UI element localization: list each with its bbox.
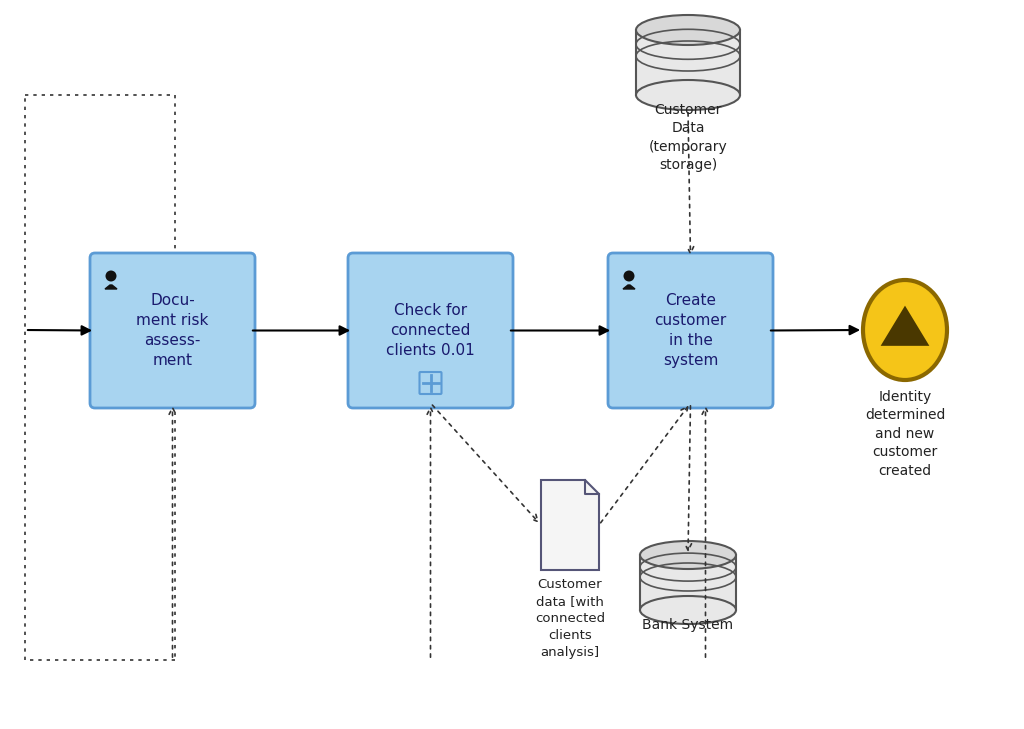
- Text: Docu-
ment risk
assess-
ment: Docu- ment risk assess- ment: [136, 293, 209, 367]
- Text: Check for
connected
clients 0.01: Check for connected clients 0.01: [386, 303, 475, 358]
- Polygon shape: [105, 285, 117, 289]
- Ellipse shape: [636, 15, 740, 45]
- Ellipse shape: [636, 80, 740, 110]
- Text: Create
customer
in the
system: Create customer in the system: [654, 293, 727, 367]
- Polygon shape: [541, 480, 599, 570]
- Polygon shape: [623, 285, 635, 289]
- FancyBboxPatch shape: [90, 253, 255, 408]
- Circle shape: [624, 270, 635, 281]
- Polygon shape: [881, 305, 930, 346]
- Text: Bank System: Bank System: [642, 618, 733, 632]
- Bar: [640, 555, 736, 610]
- Circle shape: [105, 270, 117, 281]
- FancyBboxPatch shape: [420, 372, 441, 394]
- Ellipse shape: [640, 541, 736, 569]
- Bar: [636, 30, 740, 95]
- Text: Identity
determined
and new
customer
created: Identity determined and new customer cre…: [865, 390, 945, 477]
- Text: Customer
Data
(temporary
storage): Customer Data (temporary storage): [648, 103, 727, 172]
- FancyBboxPatch shape: [348, 253, 513, 408]
- Ellipse shape: [863, 280, 947, 380]
- Ellipse shape: [640, 596, 736, 624]
- Text: Customer
data [with
connected
clients
analysis]: Customer data [with connected clients an…: [535, 578, 605, 659]
- FancyBboxPatch shape: [608, 253, 773, 408]
